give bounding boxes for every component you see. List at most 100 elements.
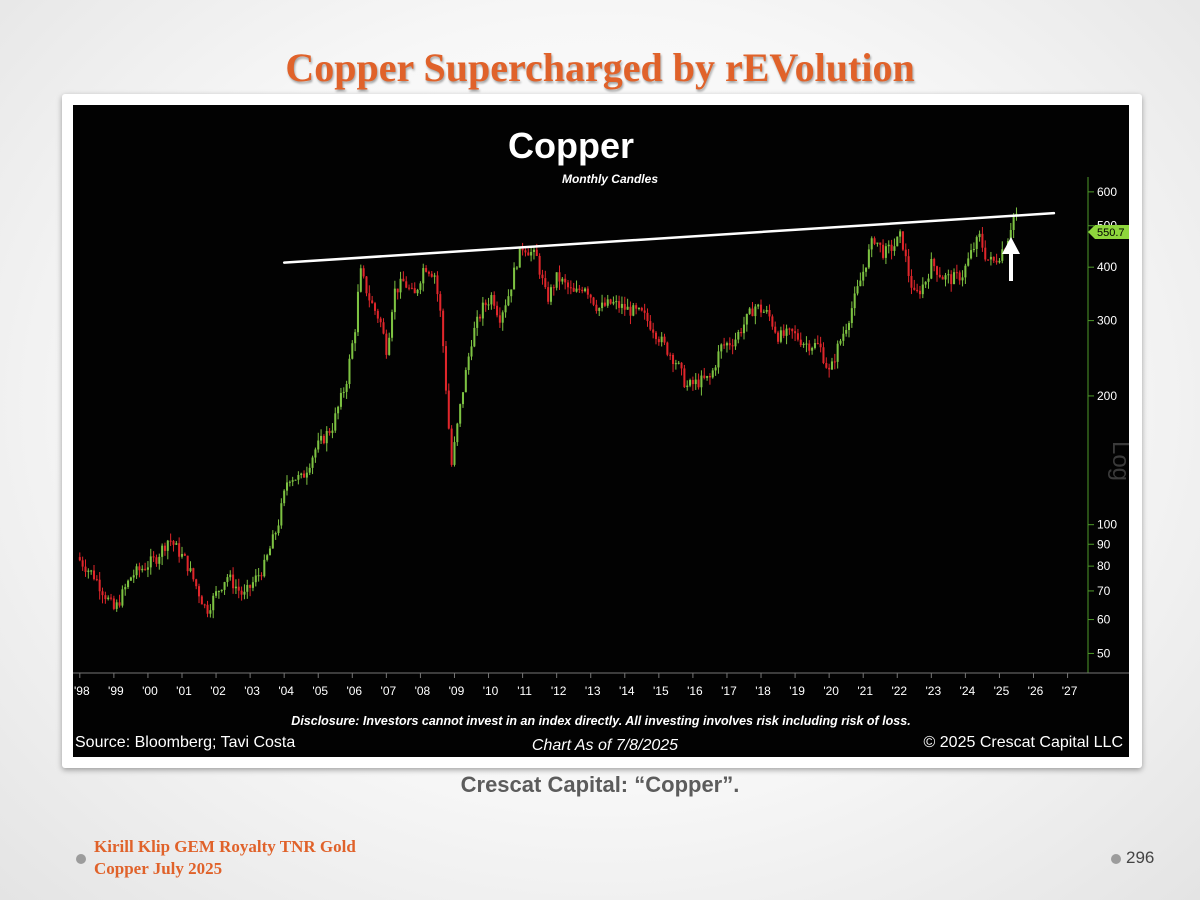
- x-tick-label: '27: [1062, 684, 1078, 698]
- candle-body: [490, 295, 493, 305]
- candle-body: [345, 384, 348, 392]
- candle-body: [720, 344, 723, 352]
- candle-body: [740, 331, 743, 334]
- candle-body: [504, 305, 507, 313]
- candle-body: [402, 278, 405, 282]
- candle-body: [975, 237, 978, 249]
- candle-body: [564, 278, 567, 283]
- x-tick-label: '09: [449, 684, 465, 698]
- candle-body: [856, 286, 859, 294]
- candle-body: [822, 347, 825, 364]
- candle-body: [859, 280, 862, 287]
- candle-body: [947, 274, 950, 276]
- candle-body: [788, 328, 791, 330]
- candle-body: [1012, 214, 1015, 230]
- image-caption: Crescat Capital: “Copper”.: [460, 772, 740, 797]
- candle-body: [362, 268, 365, 277]
- x-tick-label: '21: [857, 684, 873, 698]
- candle-body: [811, 347, 814, 351]
- candle-body: [901, 231, 904, 250]
- candle-body: [274, 533, 277, 535]
- candle-body: [78, 557, 81, 561]
- candle-body: [209, 610, 212, 614]
- copper-candlestick-chart: Copper Monthly Candles 50 60 70 80 90 100 200 3…: [73, 125, 1129, 754]
- y-tick-label: 600: [1097, 185, 1117, 199]
- candle-body: [419, 283, 422, 290]
- candle-body: [479, 316, 482, 319]
- candle-body: [396, 288, 399, 293]
- candle-body: [930, 258, 933, 279]
- candle-body: [530, 251, 533, 256]
- candle-body: [532, 249, 535, 252]
- candle-body: [1015, 213, 1018, 215]
- y-axis-scale-label: Log: [1107, 441, 1129, 481]
- candle-body: [220, 589, 223, 592]
- candle-body: [251, 582, 254, 588]
- candle-body: [524, 250, 527, 253]
- y-tick-label: 70: [1097, 584, 1111, 598]
- candle-body: [149, 556, 152, 568]
- candle-body: [356, 291, 359, 333]
- candle-body: [649, 321, 652, 330]
- candle-body: [799, 339, 802, 346]
- candle-body: [953, 272, 956, 285]
- candle-body: [87, 570, 90, 572]
- footer-line-1: Kirill Klip GEM Royalty TNR Gold: [94, 837, 356, 856]
- candle-body: [967, 258, 970, 266]
- candle-body: [578, 288, 581, 290]
- candle-body: [927, 278, 930, 282]
- page-number: 296: [1126, 848, 1155, 867]
- candle-body: [317, 440, 320, 450]
- candle-body: [865, 267, 868, 272]
- candle-body: [351, 343, 354, 359]
- candle-body: [714, 367, 717, 371]
- candle-body: [260, 575, 263, 577]
- candle-body: [339, 392, 342, 407]
- candle-body: [365, 276, 368, 294]
- candle-body: [785, 328, 788, 336]
- x-tick-label: '24: [960, 684, 976, 698]
- candle-body: [303, 473, 306, 478]
- candle-body: [544, 278, 547, 288]
- candle-body: [802, 343, 805, 346]
- candle-body: [320, 435, 323, 441]
- candle-body: [294, 479, 297, 481]
- candle-body: [487, 304, 490, 306]
- candle-body: [652, 329, 655, 333]
- up-arrow-icon: [1002, 237, 1020, 281]
- candle-body: [782, 330, 785, 336]
- candle-body: [135, 566, 138, 576]
- candle-body: [777, 332, 780, 342]
- candle-body: [192, 568, 195, 580]
- candle-body: [689, 380, 692, 386]
- x-tick-label: '04: [278, 684, 294, 698]
- y-tick-label: 80: [1097, 559, 1111, 573]
- candle-body: [899, 231, 902, 237]
- candle-body: [555, 272, 558, 288]
- candle-body: [399, 278, 402, 293]
- candle-body: [884, 246, 887, 258]
- candle-body: [961, 277, 964, 281]
- candle-body: [825, 363, 828, 368]
- candle-body: [498, 315, 501, 323]
- candle-body: [416, 289, 419, 294]
- candle-body: [234, 586, 237, 589]
- candle-body: [933, 258, 936, 267]
- candle-body: [697, 379, 700, 388]
- candle-body: [816, 343, 819, 345]
- candle-body: [615, 301, 618, 303]
- candle-body: [314, 449, 317, 458]
- candle-body: [612, 301, 615, 304]
- candle-body: [439, 294, 442, 311]
- candle-body: [212, 595, 215, 611]
- y-axis: 5060708090100200300400500600: [1088, 185, 1117, 660]
- candle-body: [791, 328, 794, 332]
- candle-body: [830, 361, 834, 370]
- x-tick-label: '08: [415, 684, 431, 698]
- candle-body: [459, 404, 462, 424]
- candle-body: [796, 333, 799, 340]
- candle-body: [334, 413, 337, 431]
- candle-body: [632, 305, 635, 316]
- candle-body: [691, 380, 694, 385]
- candle-body: [586, 288, 589, 295]
